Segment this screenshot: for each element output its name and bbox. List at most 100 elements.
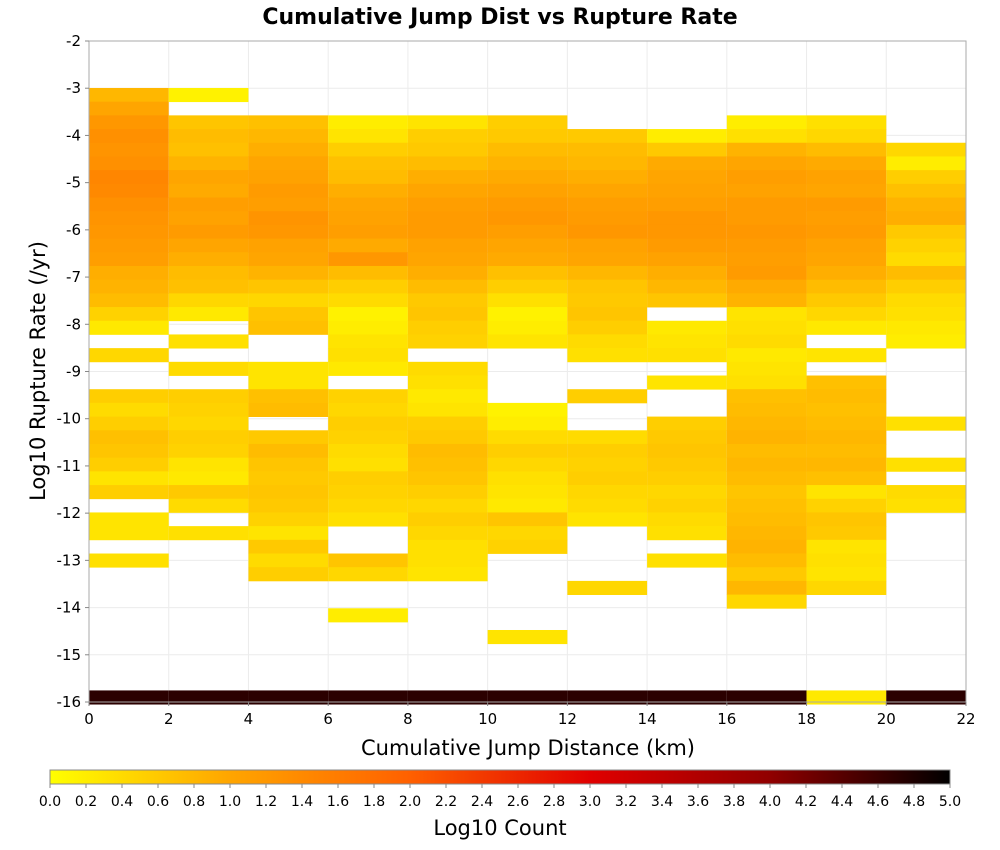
heatmap-cell (886, 265, 966, 281)
heatmap-cell (726, 402, 807, 417)
heatmap-cell (886, 238, 966, 253)
heatmap-cell (248, 690, 329, 705)
y-tick-label: -8 (66, 315, 81, 333)
heatmap-cell (647, 183, 727, 198)
heatmap-cell (647, 443, 727, 459)
heatmap-cell (726, 690, 807, 705)
heatmap-cell (806, 252, 887, 267)
colorbar-tick-label: 4.2 (795, 794, 817, 810)
heatmap-cell (407, 307, 488, 322)
heatmap-cell (487, 334, 568, 349)
colorbar-tick-label: 0.4 (111, 794, 133, 810)
heatmap-cell (726, 156, 807, 171)
heatmap-cell (328, 142, 408, 157)
colorbar-tick-label: 0.8 (183, 794, 205, 810)
heatmap-cell (328, 416, 408, 431)
heatmap-cell (487, 402, 568, 417)
heatmap-cell (886, 307, 966, 322)
heatmap-cell (567, 320, 648, 335)
heatmap-cell (328, 334, 408, 349)
heatmap-cell (487, 430, 568, 445)
heatmap-cell (89, 307, 169, 322)
heatmap-cell (726, 129, 807, 144)
heatmap-cell (806, 348, 887, 363)
y-tick-label: -5 (66, 174, 81, 192)
heatmap-cell (168, 293, 249, 308)
heatmap-cell (886, 211, 966, 226)
heatmap-cell (806, 156, 887, 171)
heatmap-cell (407, 498, 488, 513)
heatmap-cell (567, 183, 648, 198)
heatmap-cell (168, 279, 249, 294)
x-tick-label: 10 (478, 710, 497, 728)
y-tick-label: -2 (66, 32, 81, 50)
heatmap-cell (726, 293, 807, 308)
heatmap-cell (328, 690, 408, 705)
heatmap-cell (806, 170, 887, 185)
heatmap-cell (487, 115, 568, 130)
heatmap-cell (647, 224, 727, 239)
heatmap-cell (567, 279, 648, 294)
heatmap-cell (886, 156, 966, 171)
heatmap-cell (248, 402, 329, 417)
heatmap-cell (726, 430, 807, 445)
x-tick-label: 16 (717, 710, 736, 728)
heatmap-cell (89, 430, 169, 445)
heatmap-cell (806, 471, 887, 486)
heatmap-cell (806, 115, 887, 130)
heatmap-cell (407, 129, 488, 144)
heatmap-cell (886, 142, 966, 157)
heatmap-cell (407, 361, 488, 376)
heatmap-cell (647, 498, 727, 513)
heatmap-cell (248, 183, 329, 198)
heatmap-cell (647, 512, 727, 527)
heatmap-cell (647, 430, 727, 445)
heatmap-cell (328, 265, 408, 281)
heatmap-cell (168, 238, 249, 253)
heatmap-cell (487, 293, 568, 308)
heatmap-cell (567, 512, 648, 527)
colorbar-tick-label: 2.0 (399, 794, 421, 810)
heatmap-cell (407, 211, 488, 226)
heatmap-cell (407, 416, 488, 431)
colorbar (49, 769, 951, 785)
heatmap-cell (89, 526, 169, 541)
heatmap-cell (168, 307, 249, 322)
heatmap-cell (328, 457, 408, 472)
heatmap-cell (407, 539, 488, 554)
heatmap-cell (567, 485, 648, 500)
heatmap-cell (487, 129, 568, 144)
heatmap-cell (248, 375, 329, 390)
heatmap-cell (647, 526, 727, 541)
heatmap-cell (168, 224, 249, 239)
heatmap-cell (89, 512, 169, 527)
heatmap-cell (886, 197, 966, 212)
heatmap-cell (407, 512, 488, 527)
heatmap-cell (567, 252, 648, 267)
heatmap-cell (487, 526, 568, 541)
heatmap-cell (248, 170, 329, 185)
heatmap-cell (248, 471, 329, 486)
heatmap-cell (806, 211, 887, 226)
heatmap-cell (647, 553, 727, 568)
heatmap-cell (89, 170, 169, 185)
heatmap-cell (248, 307, 329, 322)
heatmap-cell (407, 553, 488, 568)
heatmap-cell (328, 307, 408, 322)
heatmap-cell (407, 115, 488, 130)
y-tick-label: -15 (57, 646, 82, 664)
heatmap-cell (567, 348, 648, 363)
heatmap-cell (487, 211, 568, 226)
x-tick-label: 12 (558, 710, 577, 728)
heatmap-cell (806, 580, 887, 595)
colorbar-tick-label: 0.2 (75, 794, 97, 810)
heatmap-cell (407, 265, 488, 281)
heatmap-cell (248, 293, 329, 308)
heatmap-cell (89, 101, 169, 116)
x-tick-label: 20 (877, 710, 896, 728)
heatmap-cell (248, 238, 329, 253)
heatmap-cell (806, 279, 887, 294)
heatmap-cell (726, 416, 807, 431)
heatmap-cell (168, 389, 249, 404)
heatmap-cell (487, 539, 568, 554)
